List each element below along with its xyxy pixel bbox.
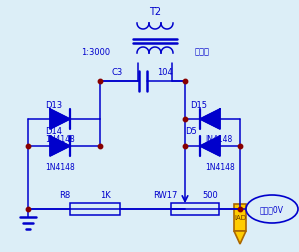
- Text: 开机前0V: 开机前0V: [260, 205, 284, 214]
- Text: D5: D5: [185, 127, 197, 136]
- Text: 1N4148: 1N4148: [205, 162, 235, 171]
- Text: C3: C3: [112, 67, 123, 76]
- Text: 1N4148: 1N4148: [45, 162, 75, 171]
- Ellipse shape: [246, 195, 298, 223]
- Polygon shape: [50, 110, 70, 130]
- FancyBboxPatch shape: [70, 203, 120, 215]
- Polygon shape: [50, 137, 70, 156]
- Text: IAD: IAD: [234, 215, 246, 220]
- Text: D14: D14: [45, 127, 62, 136]
- Text: IN4148: IN4148: [205, 135, 232, 144]
- Text: RW17: RW17: [153, 191, 177, 200]
- FancyBboxPatch shape: [171, 203, 219, 215]
- Text: D13: D13: [45, 100, 62, 109]
- Text: D15: D15: [190, 100, 207, 109]
- Polygon shape: [234, 231, 246, 244]
- Text: R8: R8: [60, 191, 71, 200]
- Polygon shape: [200, 110, 220, 130]
- Text: 1:3000: 1:3000: [81, 47, 110, 56]
- Text: 104: 104: [157, 67, 173, 76]
- Text: T2: T2: [149, 7, 161, 17]
- Text: 500: 500: [202, 191, 218, 200]
- Polygon shape: [200, 137, 220, 156]
- Text: 1K: 1K: [100, 191, 110, 200]
- Text: 互感器: 互感器: [195, 47, 210, 56]
- Text: 1N4148: 1N4148: [45, 135, 75, 144]
- FancyBboxPatch shape: [234, 204, 246, 231]
